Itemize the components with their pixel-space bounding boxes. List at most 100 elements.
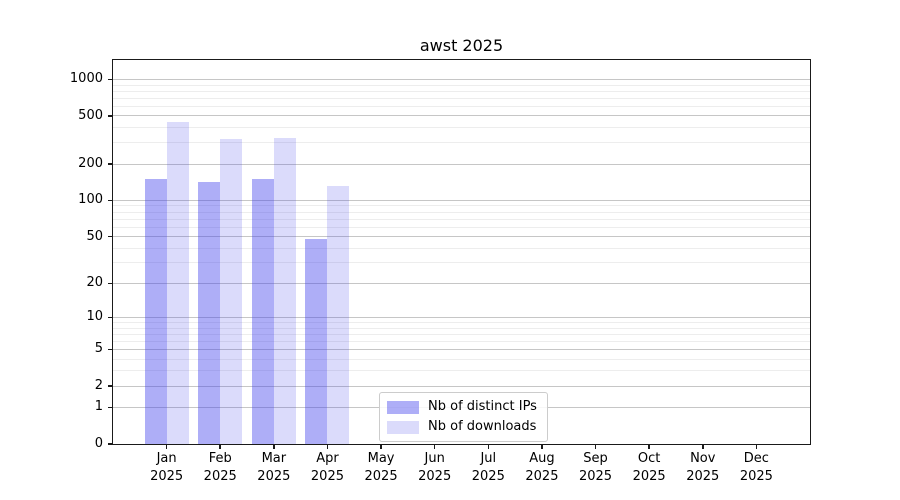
- x-tick-month: Oct: [637, 451, 661, 466]
- gridline-minor: [113, 205, 810, 207]
- x-tick-month: Mar: [261, 451, 287, 466]
- legend-label: Nb of downloads: [428, 419, 537, 434]
- x-tick-year: 2025: [578, 468, 613, 484]
- gridline-minor: [113, 90, 810, 92]
- x-tick-mark: [594, 444, 597, 449]
- x-tick-label-apr: Apr 2025: [287, 450, 367, 485]
- x-tick-month: Feb: [208, 451, 232, 466]
- gridline-minor: [113, 84, 810, 86]
- legend-entry-distinct-ips: Nb of distinct IPs: [387, 399, 537, 415]
- y-tick-mark: [108, 443, 113, 445]
- gridline-minor: [113, 358, 810, 360]
- x-tick-label-feb: Feb 2025: [180, 450, 260, 485]
- y-tick-label: 1: [94, 399, 103, 415]
- y-tick-mark: [108, 163, 113, 165]
- x-tick-year: 2025: [471, 468, 505, 484]
- bar-jan-distinct-ips: [144, 179, 167, 444]
- chart-title: awst 2025: [419, 36, 504, 55]
- gridline-major: [113, 115, 810, 117]
- x-tick-year: 2025: [310, 468, 344, 484]
- gridline-minor: [113, 322, 810, 323]
- bar-apr-downloads: [327, 185, 350, 444]
- x-tick-mark: [487, 444, 490, 449]
- y-tick-mark: [108, 282, 113, 285]
- x-tick-mark: [541, 444, 543, 449]
- gridline-minor: [113, 247, 810, 249]
- legend: Nb of distinct IPs Nb of downloads: [379, 392, 548, 442]
- y-tick-mark: [108, 235, 113, 238]
- y-tick-label: 200: [78, 156, 103, 172]
- y-tick-mark: [108, 385, 113, 387]
- x-tick-label-jul: Jul 2025: [448, 450, 528, 485]
- x-tick-month: Jul: [480, 451, 497, 466]
- x-tick-year: 2025: [686, 468, 720, 484]
- x-tick-label-jan: Jan 2025: [127, 450, 207, 485]
- gridline-major: [113, 163, 810, 165]
- bar-mar-distinct-ips: [251, 178, 274, 444]
- x-tick-mark: [702, 444, 704, 449]
- x-tick-year: 2025: [632, 468, 666, 484]
- bar-apr-distinct-ips: [305, 238, 328, 444]
- y-tick-label: 0: [94, 436, 103, 451]
- y-tick-mark: [108, 199, 113, 202]
- gridline-minor: [113, 127, 810, 129]
- gridline-minor: [113, 105, 810, 107]
- bar-feb-downloads: [220, 138, 243, 444]
- x-tick-mark: [165, 444, 168, 449]
- x-tick-mark: [380, 444, 382, 449]
- x-tick-year: 2025: [364, 468, 398, 484]
- gridline-minor: [113, 226, 810, 228]
- x-tick-label-nov: Nov 2025: [663, 450, 743, 485]
- y-tick-label: 100: [78, 192, 103, 208]
- y-tick-mark: [108, 78, 113, 81]
- x-tick-label-oct: Oct 2025: [609, 450, 689, 485]
- x-tick-mark: [219, 444, 221, 449]
- y-tick-label: 500: [78, 107, 103, 123]
- gridline-minor: [113, 327, 810, 329]
- gridline-minor: [113, 142, 810, 144]
- y-tick-mark: [108, 406, 113, 409]
- x-tick-mark: [273, 444, 275, 449]
- gridline-major: [113, 316, 810, 318]
- gridline-minor: [113, 262, 810, 264]
- legend-swatch: [387, 420, 419, 434]
- bar-jan-downloads: [166, 121, 189, 444]
- gridline-major: [113, 385, 810, 387]
- bar-feb-distinct-ips: [198, 181, 221, 444]
- gridline-major: [113, 282, 810, 284]
- x-tick-label-dec: Dec 2025: [716, 450, 796, 485]
- gridline-minor: [113, 218, 810, 220]
- gridline-major: [113, 236, 810, 238]
- gridline-major: [113, 348, 810, 350]
- x-tick-month: Aug: [529, 451, 555, 466]
- gridline-minor: [113, 333, 810, 335]
- x-tick-year: 2025: [203, 468, 237, 484]
- x-tick-month: Jan: [156, 451, 177, 466]
- x-tick-year: 2025: [739, 468, 773, 484]
- x-tick-month: Dec: [743, 451, 769, 466]
- y-tick-mark: [108, 316, 113, 319]
- x-tick-mark: [755, 444, 758, 449]
- y-tick-mark: [108, 115, 113, 117]
- legend-label: Nb of distinct IPs: [428, 399, 537, 414]
- y-tick-label: 20: [86, 275, 103, 291]
- x-tick-year: 2025: [150, 468, 184, 484]
- gridline-minor: [113, 370, 810, 372]
- y-tick-label: 1000: [69, 71, 103, 87]
- gridline-minor: [113, 340, 810, 342]
- x-tick-month: Sep: [583, 451, 608, 466]
- y-tick-mark: [108, 348, 113, 351]
- x-tick-label-mar: Mar 2025: [234, 450, 314, 485]
- gridline-major: [113, 78, 810, 80]
- x-tick-label-sep: Sep 2025: [556, 450, 636, 485]
- x-tick-label-aug: Aug 2025: [502, 450, 582, 485]
- x-tick-year: 2025: [418, 468, 452, 484]
- bar-mar-downloads: [273, 138, 296, 444]
- x-tick-month: May: [367, 451, 395, 466]
- x-tick-year: 2025: [525, 468, 559, 484]
- gridline-major: [113, 199, 810, 201]
- plot-area: [113, 60, 810, 444]
- x-tick-label-jun: Jun 2025: [395, 450, 475, 485]
- y-tick-label: 10: [86, 309, 103, 325]
